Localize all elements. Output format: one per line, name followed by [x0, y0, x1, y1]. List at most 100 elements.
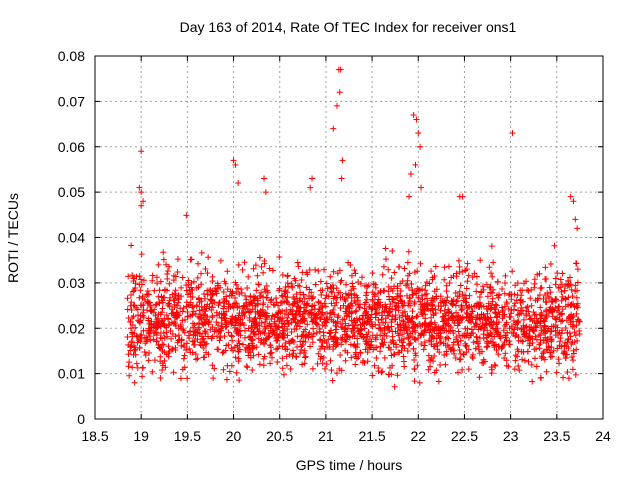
data-point: [242, 299, 249, 306]
data-point: [549, 297, 556, 304]
data-point: [558, 330, 565, 337]
data-point: [385, 344, 392, 351]
data-point: [323, 315, 330, 322]
data-point: [474, 281, 481, 288]
data-point: [364, 349, 371, 356]
data-point: [540, 337, 547, 344]
data-point: [219, 349, 226, 356]
data-point: [201, 327, 208, 334]
data-point: [510, 330, 517, 337]
data-point: [349, 333, 356, 340]
data-point: [455, 257, 462, 264]
data-point: [231, 344, 238, 351]
data-point: [514, 292, 521, 299]
data-point: [157, 311, 164, 318]
data-point: [329, 377, 336, 384]
data-point: [253, 344, 260, 351]
data-point: [532, 311, 539, 318]
data-point: [129, 272, 136, 279]
data-point: [453, 309, 460, 316]
data-point: [292, 311, 299, 318]
data-point: [298, 343, 305, 350]
data-point: [333, 341, 340, 348]
data-point: [360, 320, 367, 327]
data-point: [375, 317, 382, 324]
data-point: [384, 312, 391, 319]
data-point: [156, 287, 163, 294]
data-point: [443, 327, 450, 334]
data-point: [348, 272, 355, 279]
data-point: [370, 280, 377, 287]
data-point: [300, 338, 307, 345]
data-point: [317, 300, 324, 307]
data-point: [178, 284, 185, 291]
data-point: [503, 319, 510, 326]
data-point: [559, 293, 566, 300]
data-point: [523, 307, 530, 314]
data-point: [192, 310, 199, 317]
y-tick-label: 0: [77, 411, 85, 427]
data-point: [361, 334, 368, 341]
data-point: [542, 276, 549, 283]
data-point: [157, 358, 164, 365]
data-point: [409, 287, 416, 294]
data-point: [493, 321, 500, 328]
data-point: [526, 342, 533, 349]
data-point: [493, 347, 500, 354]
data-point: [344, 333, 351, 340]
data-point: [235, 261, 242, 268]
data-point: [134, 333, 141, 340]
data-point: [254, 301, 261, 308]
data-point: [263, 336, 270, 343]
data-point: [379, 368, 386, 375]
data-point: [398, 298, 405, 305]
data-point: [431, 288, 438, 295]
data-point: [352, 308, 359, 315]
data-point: [282, 287, 289, 294]
data-point: [476, 294, 483, 301]
data-point: [159, 366, 166, 373]
data-point: [339, 157, 346, 164]
data-point: [335, 289, 342, 296]
data-point: [444, 294, 451, 301]
data-point: [409, 308, 416, 315]
data-point: [239, 312, 246, 319]
data-point: [324, 317, 331, 324]
data-point: [235, 348, 242, 355]
data-point: [255, 351, 262, 358]
data-point: [420, 332, 427, 339]
data-point: [128, 343, 135, 350]
data-point: [346, 313, 353, 320]
data-point: [491, 342, 498, 349]
data-point: [531, 280, 538, 287]
data-point: [149, 272, 156, 279]
data-point: [225, 301, 232, 308]
data-point: [380, 263, 387, 270]
data-point: [495, 309, 502, 316]
data-point: [381, 324, 388, 331]
data-point: [413, 116, 420, 123]
data-point: [308, 289, 315, 296]
data-point: [159, 299, 166, 306]
data-point: [568, 286, 575, 293]
data-point: [457, 282, 464, 289]
data-point: [462, 267, 469, 274]
data-point: [479, 283, 486, 290]
data-point: [290, 294, 297, 301]
data-point: [488, 302, 495, 309]
data-point: [232, 279, 239, 286]
data-point: [502, 350, 509, 357]
data-point: [379, 336, 386, 343]
data-point: [295, 263, 302, 270]
data-point: [196, 307, 203, 314]
data-point: [499, 286, 506, 293]
data-point: [476, 323, 483, 330]
data-point: [443, 348, 450, 355]
data-point: [343, 312, 350, 319]
data-point: [225, 341, 232, 348]
data-point: [500, 313, 507, 320]
data-point: [132, 280, 139, 287]
data-point: [574, 266, 581, 273]
data-point: [449, 313, 456, 320]
